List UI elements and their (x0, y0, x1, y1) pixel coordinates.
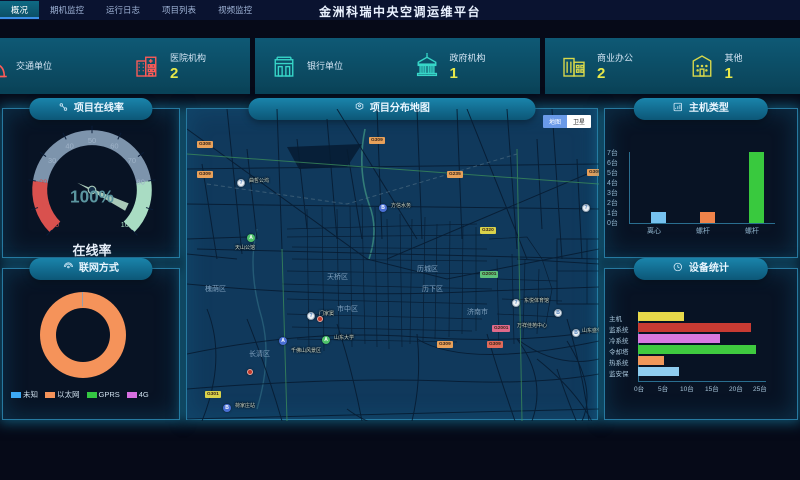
svg-text:0: 0 (55, 220, 59, 229)
svg-text:30: 30 (48, 156, 56, 165)
svg-text:40: 40 (65, 141, 73, 150)
svg-text:80: 80 (137, 178, 145, 187)
svg-text:100: 100 (121, 220, 133, 229)
svg-text:60: 60 (110, 141, 118, 150)
svg-text:20: 20 (39, 178, 47, 187)
svg-text:10: 10 (41, 200, 49, 209)
svg-text:50: 50 (88, 136, 96, 145)
svg-text:90: 90 (135, 200, 143, 209)
svg-text:100%: 100% (70, 187, 114, 207)
svg-text:70: 70 (128, 156, 136, 165)
